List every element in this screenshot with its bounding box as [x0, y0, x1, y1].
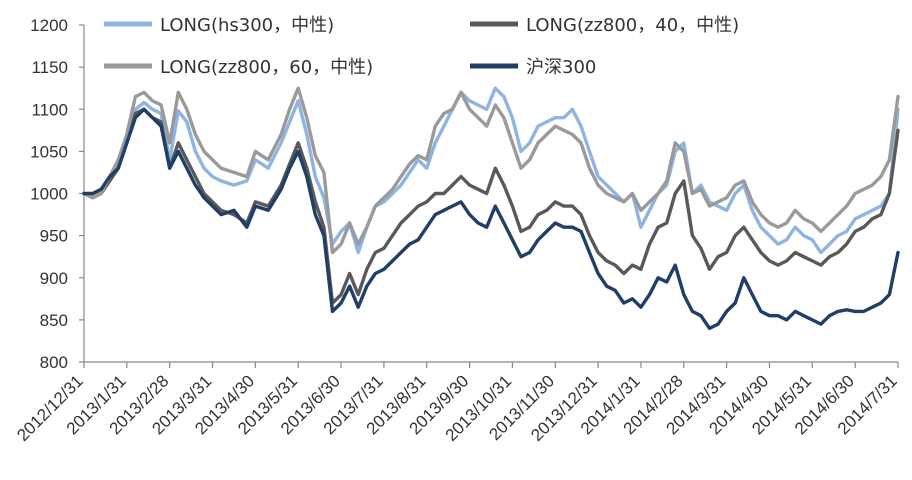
y-tick-label: 1050: [30, 142, 68, 161]
legend-item-1: LONG(zz800，40，中性): [470, 15, 739, 36]
y-tick-label: 1100: [31, 100, 68, 119]
series-line-2: [82, 86, 900, 255]
y-tick-label: 950: [40, 227, 68, 246]
x-axis: 2012/12/312013/1/312013/2/282013/3/31201…: [13, 361, 901, 445]
legend-label: LONG(hs300，中性): [160, 15, 334, 36]
legend-label: 沪深300: [526, 57, 596, 78]
plot-area: [82, 86, 900, 330]
y-tick-label: 800: [40, 353, 68, 372]
legend-item-0: LONG(hs300，中性): [104, 15, 334, 36]
y-tick-label: 850: [40, 311, 68, 330]
y-tick-label: 900: [40, 269, 68, 288]
legend: LONG(hs300，中性) LONG(zz800，40，中性) LONG(zz80…: [104, 15, 739, 78]
series-line-0: [82, 86, 900, 255]
series-line-3: [82, 107, 900, 330]
legend-label: LONG(zz800，60，中性): [160, 57, 373, 78]
legend-item-2: LONG(zz800，60，中性): [104, 57, 373, 78]
y-tick-label: 1200: [30, 16, 68, 35]
y-axis: 800 850 900 950 1000 1050 1100 1150 1200: [30, 16, 85, 372]
legend-label: LONG(zz800，40，中性): [526, 15, 739, 36]
y-tick-label: 1150: [31, 58, 68, 77]
legend-item-3: 沪深300: [470, 57, 596, 78]
series-line-1: [82, 107, 900, 305]
y-tick-label: 1000: [30, 185, 68, 204]
